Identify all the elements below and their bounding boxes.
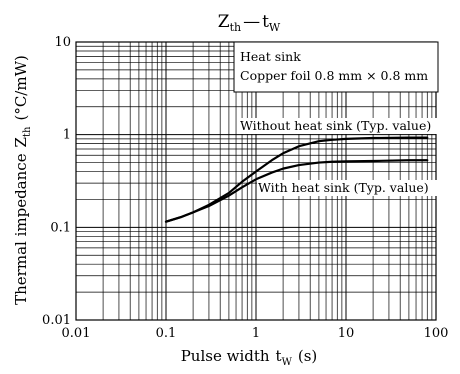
y-tick-label: 0.01: [42, 313, 71, 328]
x-tick-label: 10: [338, 326, 355, 341]
legend-line-1: Heat sink: [240, 49, 301, 64]
series-line-with-heat-sink: [164, 159, 429, 223]
series-label-bg-2: [257, 180, 437, 196]
x-tick-label: 1: [252, 326, 260, 341]
x-tick-label: 0.01: [62, 326, 91, 341]
chart-title: Zth — tW: [218, 12, 281, 34]
y-tick-label: 0.1: [50, 220, 71, 235]
x-tick-label: 0.1: [156, 326, 177, 341]
series-label-with-heat-sink: With heat sink (Typ. value): [258, 180, 429, 195]
legend-line-2: Copper foil 0.8 mm × 0.8 mm: [240, 68, 428, 83]
y-tick-label: 10: [54, 35, 71, 50]
y-axis-label: Thermal impedanceZth(°C/mW): [12, 55, 33, 305]
series-label-without-heat-sink: Without heat sink (Typ. value): [240, 118, 431, 133]
legend: Heat sink Copper foil 0.8 mm × 0.8 mm: [233, 41, 439, 93]
tick-labels: 0.01 0.1 1 10 100 0.01 0.1 1 10: [42, 35, 448, 341]
y-tick-label: 1: [63, 128, 71, 143]
grid: [75, 41, 437, 321]
legend-box: [233, 41, 439, 93]
x-axis-label: Pulse width tW (s): [181, 347, 318, 368]
series-group: [164, 136, 429, 223]
series-label-bg-1: [239, 118, 437, 134]
x-tick-label: 100: [424, 326, 449, 341]
